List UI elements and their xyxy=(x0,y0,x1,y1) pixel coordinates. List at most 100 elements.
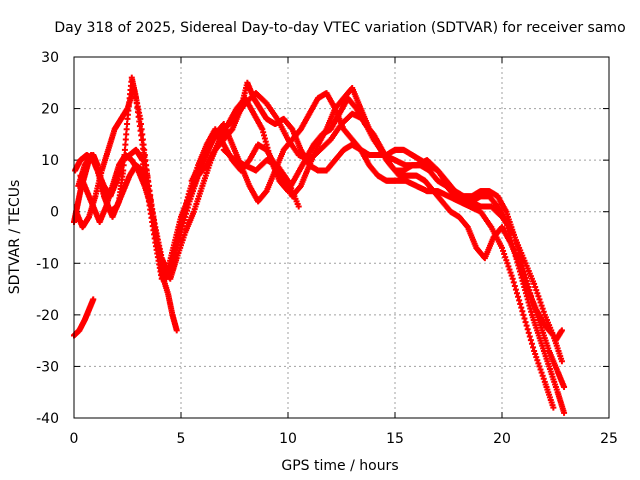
y-tick-label: -10 xyxy=(36,256,59,272)
data-point-interpolated xyxy=(123,126,130,133)
data-point-interpolated xyxy=(535,293,542,300)
data-point-interpolated xyxy=(141,151,148,158)
x-tick-label: 10 xyxy=(279,431,297,447)
data-point-interpolated xyxy=(516,297,523,304)
data-point-interpolated xyxy=(141,146,148,153)
data-point-interpolated xyxy=(530,344,537,351)
data-point-interpolated xyxy=(519,308,526,315)
series-arc-6 xyxy=(77,95,565,365)
data-point xyxy=(295,203,302,210)
data-point xyxy=(561,384,568,391)
x-tick-label: 20 xyxy=(493,431,511,447)
data-point-interpolated xyxy=(534,357,541,364)
data-point-interpolated xyxy=(512,286,519,293)
data-point-interpolated xyxy=(138,126,145,133)
data-point xyxy=(90,296,97,303)
data-point-interpolated xyxy=(528,340,535,347)
data-point-interpolated xyxy=(510,279,517,286)
data-point-interpolated xyxy=(511,282,518,289)
data-point-interpolated xyxy=(517,301,524,308)
plot-area xyxy=(71,74,568,416)
y-tick-label: 0 xyxy=(50,205,59,221)
data-point xyxy=(531,280,538,287)
series-arc-7 xyxy=(188,90,565,344)
data-point xyxy=(561,409,568,416)
data-point-interpolated xyxy=(540,308,547,315)
data-point-interpolated xyxy=(121,146,128,153)
y-tick-label: -20 xyxy=(36,308,59,324)
x-tick-label: 0 xyxy=(70,431,79,447)
data-point-interpolated xyxy=(532,284,539,291)
x-tick-label: 25 xyxy=(600,431,618,447)
data-point-interpolated xyxy=(518,304,525,311)
y-tick-label: 10 xyxy=(41,153,59,169)
data-point-interpolated xyxy=(524,326,531,333)
data-point-interpolated xyxy=(504,260,511,267)
data-point-interpolated xyxy=(533,287,540,294)
data-point-interpolated xyxy=(537,299,544,306)
data-point-interpolated xyxy=(139,131,146,138)
data-point-interpolated xyxy=(502,254,509,261)
data-point-interpolated xyxy=(537,366,544,373)
data-point xyxy=(520,311,527,318)
data-point-interpolated xyxy=(513,290,520,297)
data-point-interpolated xyxy=(525,329,532,336)
x-tick-label: 15 xyxy=(386,431,404,447)
y-tick-label: -40 xyxy=(36,411,59,427)
series-arc-8 xyxy=(220,146,302,210)
data-point-interpolated xyxy=(539,305,546,312)
x-tick-label: 5 xyxy=(177,431,186,447)
data-point xyxy=(509,275,516,282)
plot-frame xyxy=(73,56,610,419)
data-point xyxy=(137,115,144,122)
data-point xyxy=(499,244,505,251)
data-point-interpolated xyxy=(515,293,522,300)
data-point-interpolated xyxy=(122,136,129,143)
data-point-interpolated xyxy=(533,354,540,361)
data-point xyxy=(550,404,557,411)
data-point-interpolated xyxy=(538,369,545,376)
axis-ticks: 0 5 10 15 20 25 -40 -30 -20 -10 0 10 20 30 xyxy=(36,50,618,447)
y-tick-label: 30 xyxy=(41,50,59,66)
data-point-interpolated xyxy=(140,141,147,148)
data-point xyxy=(558,358,565,365)
data-point-interpolated xyxy=(521,315,528,322)
data-point-interpolated xyxy=(503,257,510,264)
data-point-interpolated xyxy=(139,136,146,143)
data-point xyxy=(558,327,565,334)
data-point-interpolated xyxy=(500,247,507,254)
data-point-interpolated xyxy=(526,333,533,340)
y-tick-label: -30 xyxy=(36,359,59,375)
data-point-interpolated xyxy=(122,141,129,148)
data-point-interpolated xyxy=(505,263,512,270)
data-point-interpolated xyxy=(124,121,131,128)
data-point-interpolated xyxy=(501,251,508,258)
data-point-interpolated xyxy=(123,131,130,138)
data-point-interpolated xyxy=(535,360,542,367)
data-point-interpolated xyxy=(522,319,529,326)
data-point xyxy=(531,347,538,354)
data-point-interpolated xyxy=(536,296,543,303)
data-point xyxy=(173,327,180,334)
data-point-interpolated xyxy=(508,272,515,279)
series-arc-3 xyxy=(72,79,557,411)
x-axis-label: GPS time / hours xyxy=(281,458,398,474)
data-point-interpolated xyxy=(538,302,545,309)
chart-title: Day 318 of 2025, Sidereal Day-to-day VTE… xyxy=(54,20,625,36)
data-point-interpolated xyxy=(137,121,144,128)
data-point-interpolated xyxy=(143,162,150,169)
data-point-interpolated xyxy=(540,375,547,382)
data-point-interpolated xyxy=(534,290,541,297)
data-point-interpolated xyxy=(142,157,149,164)
data-point-interpolated xyxy=(523,322,530,329)
y-axis-label: SDTVAR / TECUs xyxy=(7,180,23,295)
data-point-interpolated xyxy=(539,372,546,379)
data-point-interpolated xyxy=(506,266,513,273)
data-point-interpolated xyxy=(536,363,543,370)
y-tick-label: 20 xyxy=(41,102,59,118)
data-point-interpolated xyxy=(507,269,514,276)
data-point-interpolated xyxy=(527,337,534,344)
series-arc-1 xyxy=(71,296,97,339)
data-point-interpolated xyxy=(532,351,539,358)
